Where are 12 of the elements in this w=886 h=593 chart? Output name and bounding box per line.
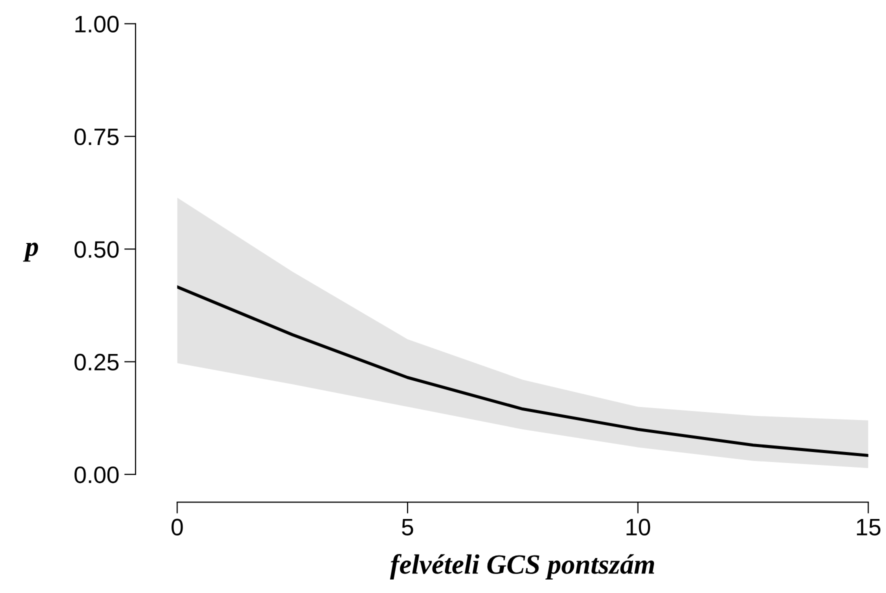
x-axis-title: felvételi GCS pontszám — [390, 554, 654, 580]
y-tick-label: 0.50 — [74, 241, 119, 258]
y-tick-label: 1.00 — [75, 16, 119, 33]
y-tick-label: 0.00 — [74, 466, 119, 484]
y-axis-title: p — [23, 242, 38, 262]
x-tick-label: 15 — [856, 519, 880, 536]
x-tick-label: 0 — [172, 518, 183, 536]
y-tick-label: 0.75 — [74, 128, 119, 146]
line-series — [177, 285, 868, 457]
x-tick-label: 5 — [402, 519, 414, 536]
y-tick-label: 0.25 — [74, 354, 119, 371]
x-tick-label: 10 — [626, 518, 650, 536]
